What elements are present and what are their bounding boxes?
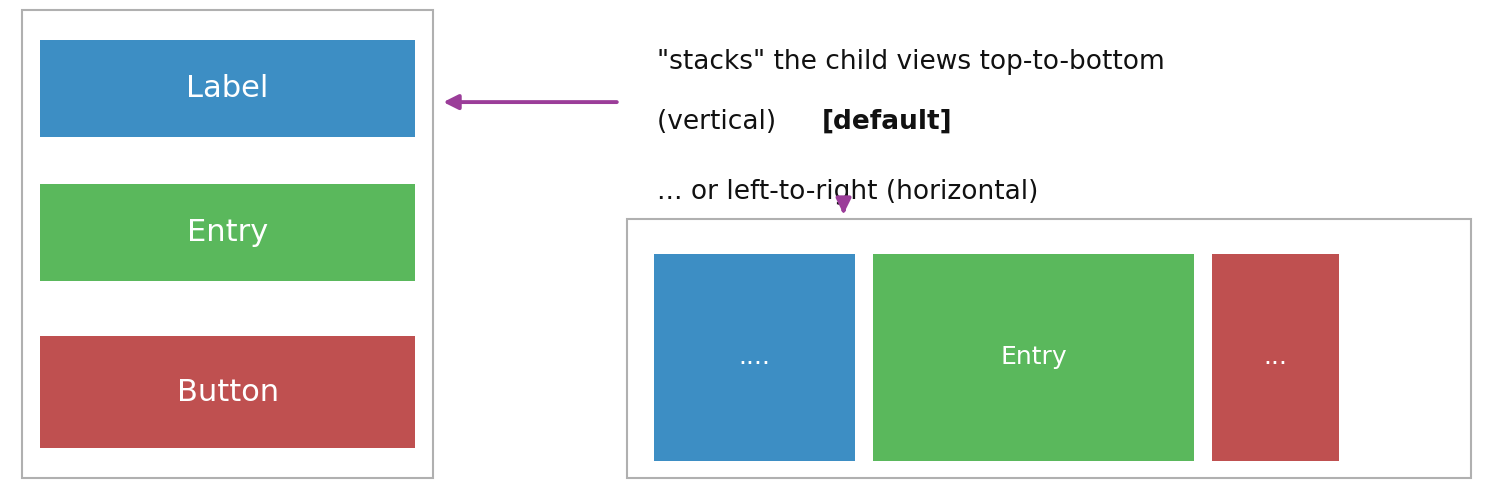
Bar bbox=[627, 219, 1471, 478]
Text: Entry: Entry bbox=[187, 218, 269, 248]
Bar bbox=[40, 336, 415, 448]
Bar bbox=[40, 40, 415, 137]
Text: Label: Label bbox=[187, 74, 269, 103]
Bar bbox=[22, 10, 433, 478]
Text: ...: ... bbox=[1263, 345, 1288, 370]
Bar bbox=[654, 254, 855, 461]
Text: ... or left-to-right (horizontal): ... or left-to-right (horizontal) bbox=[657, 179, 1038, 205]
Text: Entry: Entry bbox=[1000, 345, 1067, 370]
Text: [default]: [default] bbox=[821, 109, 953, 135]
Text: Button: Button bbox=[176, 377, 279, 407]
Bar bbox=[40, 184, 415, 281]
Text: ....: .... bbox=[739, 345, 770, 370]
Text: "stacks" the child views top-to-bottom: "stacks" the child views top-to-bottom bbox=[657, 49, 1165, 75]
Text: (vertical): (vertical) bbox=[657, 109, 784, 135]
Bar bbox=[1212, 254, 1339, 461]
Bar bbox=[873, 254, 1194, 461]
